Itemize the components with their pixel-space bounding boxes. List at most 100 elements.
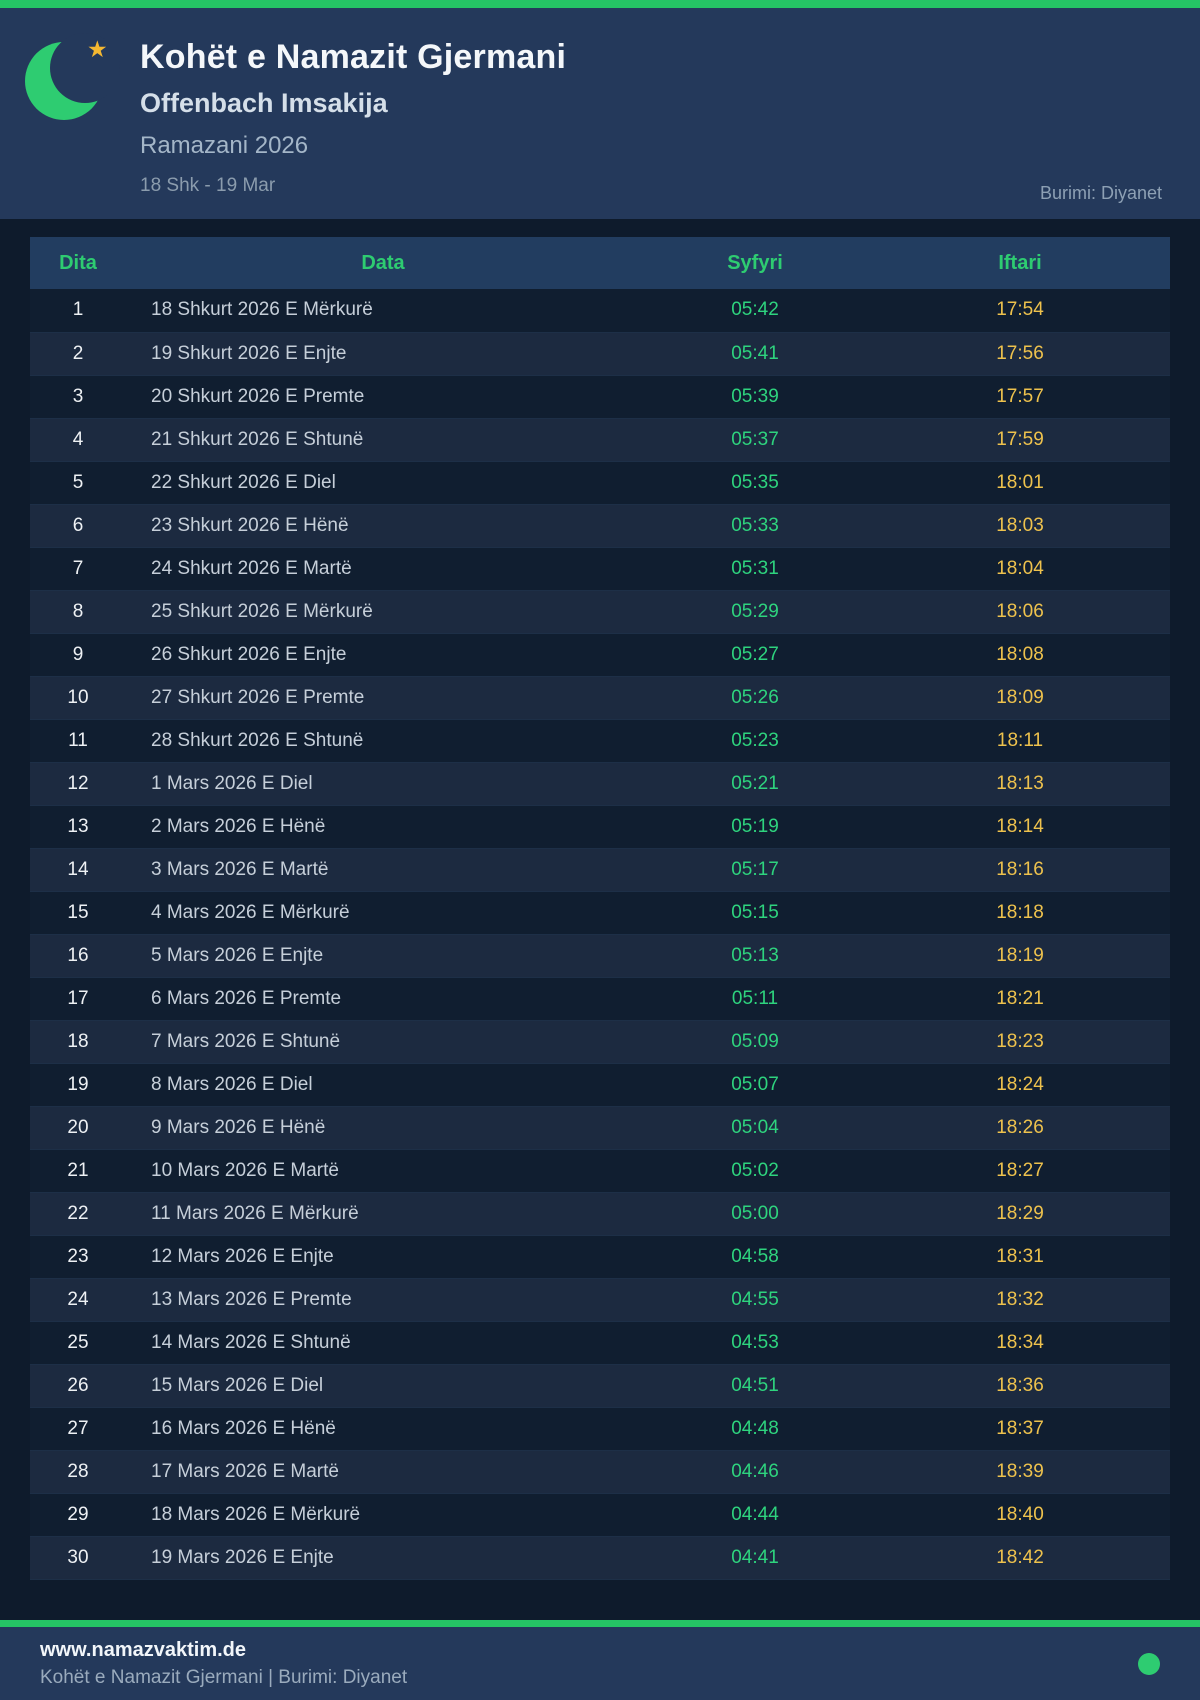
- table-row: 1 18 Shkurt 2026 E Mërkurë 05:42 17:54: [30, 289, 1170, 333]
- cell-day: 5: [30, 461, 126, 505]
- prayer-times-table: Dita Data Syfyri Iftari 1 18 Shkurt 2026 …: [30, 237, 1170, 1580]
- cell-syfyri: 05:17: [640, 848, 870, 892]
- cell-date: 16 Mars 2026 E Hënë: [126, 1407, 640, 1451]
- cell-date: 7 Mars 2026 E Shtunë: [126, 1020, 640, 1064]
- cell-day: 14: [30, 848, 126, 892]
- cell-day: 11: [30, 719, 126, 763]
- cell-day: 17: [30, 977, 126, 1021]
- cell-iftari: 18:18: [870, 891, 1170, 935]
- cell-iftari: 18:27: [870, 1149, 1170, 1193]
- cell-iftari: 18:16: [870, 848, 1170, 892]
- cell-syfyri: 05:39: [640, 375, 870, 419]
- cell-iftari: 18:31: [870, 1235, 1170, 1279]
- cell-iftari: 18:39: [870, 1450, 1170, 1494]
- cell-iftari: 18:29: [870, 1192, 1170, 1236]
- cell-date: 13 Mars 2026 E Premte: [126, 1278, 640, 1322]
- cell-iftari: 18:40: [870, 1493, 1170, 1537]
- cell-day: 3: [30, 375, 126, 419]
- cell-syfyri: 05:26: [640, 676, 870, 720]
- cell-date: 24 Shkurt 2026 E Martë: [126, 547, 640, 591]
- cell-date: 9 Mars 2026 E Hënë: [126, 1106, 640, 1150]
- table-head: Dita Data Syfyri Iftari: [30, 237, 1170, 289]
- cell-iftari: 17:54: [870, 289, 1170, 333]
- cell-day: 7: [30, 547, 126, 591]
- cell-day: 2: [30, 332, 126, 376]
- cell-syfyri: 05:29: [640, 590, 870, 634]
- col-header-data: Data: [126, 237, 640, 289]
- cell-iftari: 18:08: [870, 633, 1170, 677]
- table-row: 9 26 Shkurt 2026 E Enjte 05:27 18:08: [30, 633, 1170, 677]
- cell-iftari: 18:13: [870, 762, 1170, 806]
- cell-syfyri: 05:41: [640, 332, 870, 376]
- cell-iftari: 18:19: [870, 934, 1170, 978]
- table-row: 13 2 Mars 2026 E Hënë 05:19 18:14: [30, 805, 1170, 849]
- footer-accent-line: [0, 1620, 1200, 1627]
- top-accent-bar: [0, 0, 1200, 8]
- cell-day: 22: [30, 1192, 126, 1236]
- date-range-label: 18 Shk - 19 Mar: [140, 175, 276, 196]
- cell-day: 28: [30, 1450, 126, 1494]
- cell-iftari: 18:14: [870, 805, 1170, 849]
- cell-syfyri: 05:11: [640, 977, 870, 1021]
- cell-syfyri: 05:04: [640, 1106, 870, 1150]
- footer-subtitle: Kohët e Namazit Gjermani | Burimi: Diyan…: [40, 1666, 408, 1688]
- cell-syfyri: 05:00: [640, 1192, 870, 1236]
- table-row: 12 1 Mars 2026 E Diel 05:21 18:13: [30, 762, 1170, 806]
- cell-date: 28 Shkurt 2026 E Shtunë: [126, 719, 640, 763]
- cell-date: 19 Shkurt 2026 E Enjte: [126, 332, 640, 376]
- table-row: 5 22 Shkurt 2026 E Diel 05:35 18:01: [30, 461, 1170, 505]
- table-row: 30 19 Mars 2026 E Enjte 04:41 18:42: [30, 1536, 1170, 1580]
- table-row: 11 28 Shkurt 2026 E Shtunë 05:23 18:11: [30, 719, 1170, 763]
- cell-day: 27: [30, 1407, 126, 1451]
- cell-syfyri: 05:31: [640, 547, 870, 591]
- cell-day: 10: [30, 676, 126, 720]
- table-row: 20 9 Mars 2026 E Hënë 05:04 18:26: [30, 1106, 1170, 1150]
- cell-syfyri: 05:21: [640, 762, 870, 806]
- table-row: 28 17 Mars 2026 E Martë 04:46 18:39: [30, 1450, 1170, 1494]
- footer: www.namazvaktim.de Kohët e Namazit Gjerm…: [0, 1627, 1200, 1700]
- table-row: 21 10 Mars 2026 E Martë 05:02 18:27: [30, 1149, 1170, 1193]
- cell-syfyri: 05:13: [640, 934, 870, 978]
- cell-iftari: 18:09: [870, 676, 1170, 720]
- cell-syfyri: 04:58: [640, 1235, 870, 1279]
- table-row: 19 8 Mars 2026 E Diel 05:07 18:24: [30, 1063, 1170, 1107]
- website-url[interactable]: www.namazvaktim.de: [40, 1638, 246, 1661]
- green-dot-icon: [1138, 1652, 1160, 1675]
- cell-iftari: 18:03: [870, 504, 1170, 548]
- table-row: 8 25 Shkurt 2026 E Mërkurë 05:29 18:06: [30, 590, 1170, 634]
- cell-iftari: 18:11: [870, 719, 1170, 763]
- cell-iftari: 18:06: [870, 590, 1170, 634]
- cell-date: 17 Mars 2026 E Martë: [126, 1450, 640, 1494]
- cell-syfyri: 04:41: [640, 1536, 870, 1580]
- cell-date: 21 Shkurt 2026 E Shtunë: [126, 418, 640, 462]
- table-row: 29 18 Mars 2026 E Mërkurë 04:44 18:40: [30, 1493, 1170, 1537]
- cell-day: 4: [30, 418, 126, 462]
- cell-syfyri: 05:15: [640, 891, 870, 935]
- cell-syfyri: 04:55: [640, 1278, 870, 1322]
- cell-syfyri: 05:27: [640, 633, 870, 677]
- cell-date: 12 Mars 2026 E Enjte: [126, 1235, 640, 1279]
- logo: ★: [25, 33, 120, 120]
- cell-date: 2 Mars 2026 E Hënë: [126, 805, 640, 849]
- cell-syfyri: 04:53: [640, 1321, 870, 1365]
- cell-date: 8 Mars 2026 E Diel: [126, 1063, 640, 1107]
- cell-day: 26: [30, 1364, 126, 1408]
- cell-syfyri: 05:02: [640, 1149, 870, 1193]
- cell-day: 8: [30, 590, 126, 634]
- col-header-syfyri: Syfyri: [640, 237, 870, 289]
- cell-iftari: 18:36: [870, 1364, 1170, 1408]
- cell-date: 26 Shkurt 2026 E Enjte: [126, 633, 640, 677]
- cell-syfyri: 05:33: [640, 504, 870, 548]
- table-row: 4 21 Shkurt 2026 E Shtunë 05:37 17:59: [30, 418, 1170, 462]
- source-label: Burimi: Diyanet: [1039, 183, 1162, 203]
- cell-date: 1 Mars 2026 E Diel: [126, 762, 640, 806]
- cell-date: 5 Mars 2026 E Enjte: [126, 934, 640, 978]
- cell-date: 25 Shkurt 2026 E Mërkurë: [126, 590, 640, 634]
- table-row: 3 20 Shkurt 2026 E Premte 05:39 17:57: [30, 375, 1170, 419]
- footer-text-block: www.namazvaktim.de Kohët e Namazit Gjerm…: [40, 1639, 407, 1689]
- cell-date: 19 Mars 2026 E Enjte: [126, 1536, 640, 1580]
- cell-date: 18 Shkurt 2026 E Mërkurë: [126, 289, 640, 333]
- table-row: 17 6 Mars 2026 E Premte 05:11 18:21: [30, 977, 1170, 1021]
- star-icon: ★: [87, 36, 108, 62]
- cell-day: 19: [30, 1063, 126, 1107]
